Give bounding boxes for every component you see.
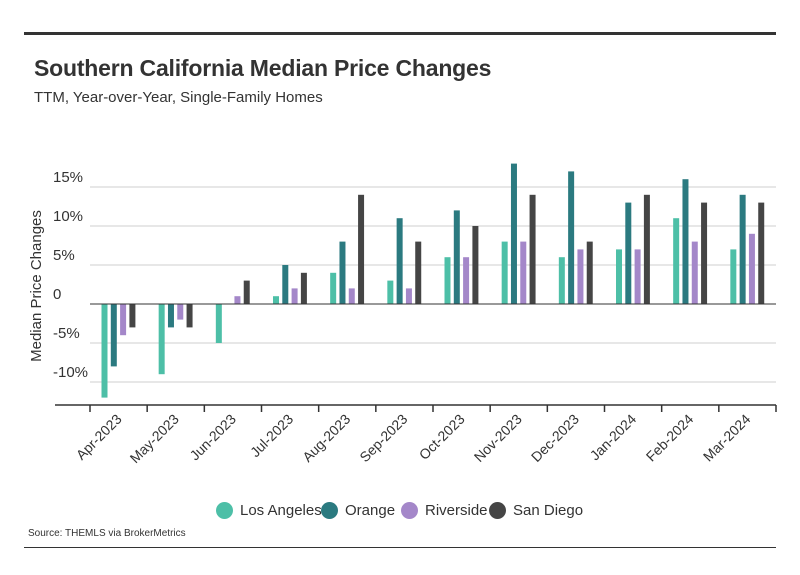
bar-marks	[101, 163, 765, 398]
legend-swatch	[216, 502, 233, 519]
bar-los-angeles	[215, 304, 222, 343]
bar-los-angeles	[387, 280, 394, 304]
chart-title: Southern California Median Price Changes	[34, 55, 492, 81]
bar-orange	[739, 194, 746, 304]
x-tick-labels: Apr-2023 May-2023 Jun-2023 Jul-2023 Aug-2023…	[73, 411, 754, 466]
bar-orange	[110, 304, 117, 367]
bar-riverside	[405, 288, 412, 304]
bar-san-diego	[300, 272, 307, 304]
bar-riverside	[291, 288, 298, 304]
bar-san-diego	[529, 194, 536, 304]
x-tick-label: Apr-2023	[73, 411, 125, 463]
y-tick-label: 10%	[53, 208, 83, 225]
y-tick-label: 5%	[53, 247, 75, 264]
x-tick-label: Nov-2023	[471, 411, 525, 465]
bar-los-angeles	[616, 249, 622, 304]
y-axis-title: Median Price Changes	[28, 210, 45, 362]
bar-riverside	[520, 241, 527, 304]
legend-label: Los Angeles	[240, 502, 322, 519]
x-tick-label: Dec-2023	[528, 411, 582, 465]
bar-los-angeles	[273, 296, 279, 304]
bar-orange	[510, 163, 517, 304]
x-tick-label: Mar-2024	[700, 411, 754, 465]
bar-riverside	[691, 241, 698, 304]
bar-los-angeles	[730, 249, 737, 304]
x-tick-label: Jun-2023	[186, 411, 239, 464]
bar-san-diego	[586, 241, 593, 304]
bar-orange	[339, 241, 346, 304]
bar-orange	[282, 265, 289, 304]
bar-riverside	[120, 304, 127, 336]
bar-riverside	[577, 249, 584, 304]
bar-orange	[453, 210, 460, 304]
top-rule	[24, 32, 776, 35]
bar-san-diego	[758, 202, 765, 304]
legend-label: San Diego	[513, 502, 584, 519]
x-tick-label: Jul-2023	[247, 411, 296, 460]
y-tick-label: 15%	[53, 169, 83, 186]
legend-swatch	[489, 502, 506, 519]
bar-los-angeles	[558, 257, 565, 304]
legend: Los Angeles Orange Riverside San Diego	[0, 502, 800, 524]
bar-los-angeles	[330, 272, 337, 304]
y-tick-label: -5%	[53, 325, 80, 342]
legend-item-san-diego: San Diego	[489, 502, 583, 519]
source-note: Source: THEMLS via BrokerMetrics	[28, 528, 186, 539]
bottom-rule	[24, 547, 776, 548]
bar-riverside	[748, 233, 755, 304]
bar-orange	[682, 179, 689, 304]
x-tick-label: Jan-2024	[587, 411, 640, 464]
bar-san-diego	[643, 194, 650, 304]
bar-los-angeles	[501, 241, 508, 304]
x-tick-label: Feb-2024	[643, 411, 697, 465]
bar-los-angeles	[673, 218, 680, 304]
legend-label: Orange	[345, 502, 396, 519]
bar-orange	[167, 304, 174, 328]
legend-swatch	[321, 502, 338, 519]
chart-subtitle: TTM, Year-over-Year, Single-Family Homes	[34, 89, 323, 106]
bar-riverside	[177, 304, 184, 320]
bar-riverside	[463, 257, 470, 304]
x-tick-label: Aug-2023	[299, 411, 353, 465]
bar-riverside	[634, 249, 641, 304]
bar-san-diego	[243, 280, 250, 304]
grid-lines	[90, 186, 776, 383]
bar-riverside	[348, 288, 355, 304]
bar-san-diego	[701, 202, 708, 304]
y-tick-label: -10%	[53, 364, 88, 381]
legend-item-orange: Orange	[321, 502, 395, 519]
legend-label: Riverside	[425, 502, 488, 519]
bar-orange	[568, 171, 575, 304]
bar-san-diego	[129, 304, 136, 328]
bar-san-diego	[415, 241, 422, 304]
axes	[55, 303, 777, 412]
bar-san-diego	[472, 226, 479, 304]
y-tick-labels: -10% -5% 0 5% 10% 15%	[53, 169, 88, 381]
legend-item-riverside: Riverside	[401, 502, 488, 519]
x-tick-label: May-2023	[127, 411, 182, 466]
bar-los-angeles	[444, 257, 451, 304]
bar-los-angeles	[101, 304, 108, 398]
bar-san-diego	[358, 194, 365, 304]
bar-orange	[396, 218, 403, 304]
bar-san-diego	[186, 304, 193, 328]
bar-los-angeles	[158, 304, 165, 375]
bar-orange	[625, 202, 632, 304]
x-tick-label: Oct-2023	[416, 411, 468, 463]
legend-item-los-angeles: Los Angeles	[216, 502, 322, 519]
bar-riverside	[234, 296, 241, 304]
x-tick-label: Sep-2023	[356, 411, 410, 465]
legend-swatch	[401, 502, 418, 519]
y-tick-label: 0	[53, 286, 61, 303]
